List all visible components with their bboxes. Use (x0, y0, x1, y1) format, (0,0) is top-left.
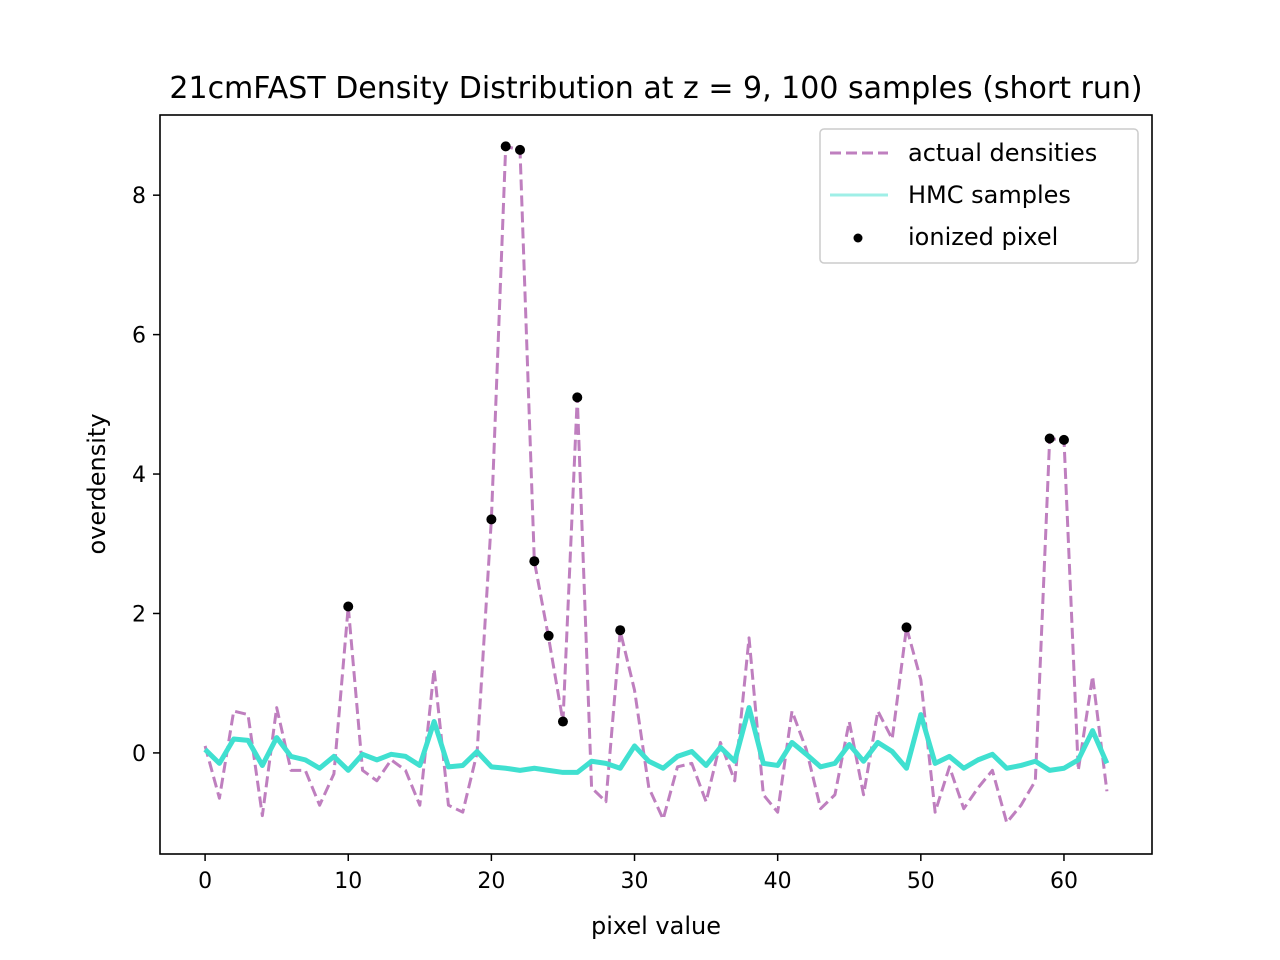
legend-frame (819, 128, 1139, 264)
y-tick-label: 0 (132, 742, 146, 767)
hmc-samples-line (203, 705, 1110, 775)
x-tick-label: 30 (621, 869, 649, 894)
ionized-pixel-point (901, 622, 912, 633)
ionized-pixel-point (543, 630, 554, 641)
ionized-pixel-point (615, 625, 626, 636)
y-axis-label: overdensity (83, 413, 111, 554)
x-tick-label: 60 (1050, 869, 1078, 894)
ionized-pixel-point (515, 144, 526, 155)
y-tick-label: 2 (132, 602, 146, 627)
ionized-pixel-point (486, 514, 497, 525)
x-tick-label: 0 (198, 869, 212, 894)
x-tick-label: 20 (477, 869, 505, 894)
legend-actual-label: actual densities (908, 139, 1097, 167)
ionized-pixel-point (557, 716, 568, 727)
x-tick-label: 40 (764, 869, 792, 894)
chart-title: 21cmFAST Density Distribution at z = 9, … (169, 71, 1142, 106)
ionized-pixel-point (1058, 434, 1069, 445)
y-tick-label: 8 (132, 184, 146, 209)
legend-hmc-label: HMC samples (908, 181, 1071, 209)
legend-ionized-label: ionized pixel (908, 223, 1058, 251)
plot-area (203, 141, 1110, 825)
y-axis: 0 2 4 6 8 (132, 184, 160, 767)
ionized-pixel-point (572, 392, 583, 403)
ionized-pixel-point (343, 601, 354, 612)
x-axis-label: pixel value (591, 912, 721, 940)
x-tick-label: 50 (907, 869, 935, 894)
actual-densities-line (203, 144, 1109, 825)
x-axis: 0 10 20 30 40 50 60 (198, 854, 1078, 894)
legend-ionized-marker (853, 233, 863, 243)
x-tick-label: 10 (334, 869, 362, 894)
ionized-pixel-point (1044, 433, 1055, 444)
ionized-pixel-point (529, 556, 540, 567)
axes-frame (159, 114, 1153, 855)
legend: actual densities HMC samples ionized pix… (819, 128, 1139, 264)
y-tick-label: 4 (132, 463, 146, 488)
y-tick-label: 6 (132, 324, 146, 349)
ionized-pixel-point (500, 141, 511, 152)
